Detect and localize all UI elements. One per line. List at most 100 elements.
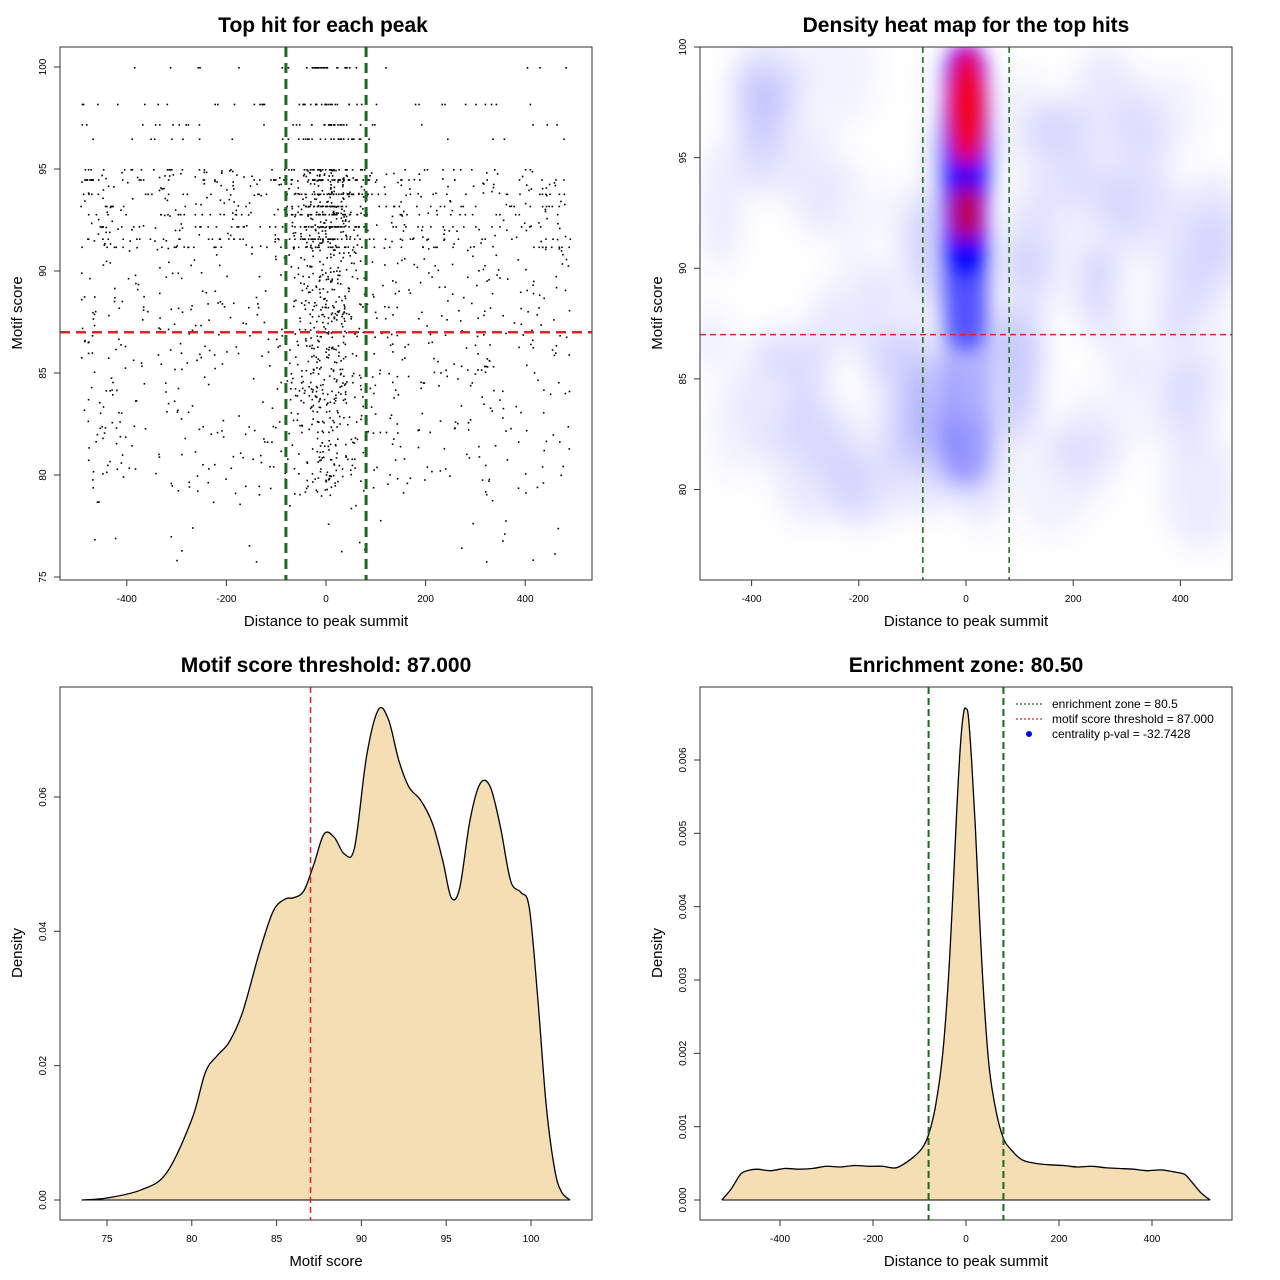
scatter-point [338,169,340,171]
scatter-point [340,200,343,203]
scatter-point [546,124,548,126]
scatter-point [334,312,337,315]
x-tick-label: 0 [963,1234,969,1245]
scatter-point [303,226,306,228]
scatter-point [343,213,346,216]
scatter-point [328,175,330,177]
scatter-point [355,226,358,228]
scatter-point [371,124,374,126]
scatter-point [331,429,334,432]
scatter-point [284,472,286,475]
scatter-point [113,246,116,249]
scatter-point [203,376,206,378]
scatter-point [142,225,145,227]
scatter-point [281,335,284,337]
scatter-point [198,428,201,431]
scatter-point [505,193,508,196]
scatter-point [321,306,324,309]
scatter-point [421,124,423,126]
scatter-point [307,285,309,287]
scatter-point [494,445,497,447]
scatter-point [105,231,107,234]
scatter-point [486,366,489,368]
scatter-point [329,401,332,404]
scatter-point [458,309,460,312]
scatter-point [437,360,439,363]
scatter-point [546,194,548,197]
scatter-point [538,222,540,224]
scatter-point [275,426,277,429]
scatter-point [240,213,243,216]
scatter-point [539,226,542,228]
scatter-point [358,226,360,228]
scatter-point [333,138,335,140]
scatter-point [167,213,169,216]
scatter-point [421,226,424,228]
scatter-point [215,254,218,256]
scatter-point [545,193,547,196]
y-tick-label: 75 [38,571,49,583]
scatter-point [309,407,312,409]
scatter-point [302,238,304,240]
scatter-point [304,138,307,140]
scatter-point [307,360,310,363]
scatter-point [131,169,134,171]
scatter-point [519,193,521,196]
scatter-point [177,272,180,275]
heat-cell [771,389,845,526]
scatter-point [109,460,111,463]
scatter-point [343,198,345,200]
scatter-point [477,317,479,320]
scatter-point [472,255,474,258]
scatter-point [321,420,324,423]
scatter-point [237,352,240,355]
x-tick-label: -200 [216,594,236,605]
heat-cell [700,138,743,271]
scatter-point [340,212,343,215]
scatter-point [392,351,394,353]
scatter-point [274,255,277,258]
scatter-point [515,405,518,408]
scatter-point [307,170,309,172]
scatter-point [532,284,534,286]
scatter-point [363,214,366,216]
scatter-point [558,205,561,208]
scatter-point [317,185,320,187]
scatter-point [322,263,325,266]
scatter-point [528,189,530,192]
scatter-point [319,275,322,278]
scatter-point [313,169,315,171]
scatter-point [330,205,332,208]
scatter-point [318,315,320,318]
scatter-point [106,246,108,249]
scatter-point [133,67,136,69]
scatter-point [172,174,175,176]
scatter-point [136,288,139,291]
scatter-point [418,173,421,175]
scatter-point [304,328,307,331]
scatter-point [181,227,184,229]
x-tick-label: 400 [517,594,534,605]
scatter-point [295,356,297,358]
scatter-point [123,169,126,171]
scatter-point [446,319,448,321]
scatter-point [87,341,90,344]
scatter-point [245,244,247,246]
scatter-point [129,240,131,242]
panel3-plot-area [81,687,571,1220]
scatter-point [464,103,467,106]
scatter-point [298,453,300,455]
scatter-point [337,124,339,126]
scatter-point [257,193,259,196]
scatter-point [209,213,212,216]
scatter-point [562,253,564,256]
scatter-point [372,432,375,434]
scatter-point [497,269,500,271]
scatter-point [356,103,358,106]
scatter-point [194,324,197,327]
scatter-point [232,170,234,173]
scatter-point [311,316,314,318]
scatter-point [359,260,362,262]
scatter-point [144,428,147,430]
scatter-point [167,247,170,250]
